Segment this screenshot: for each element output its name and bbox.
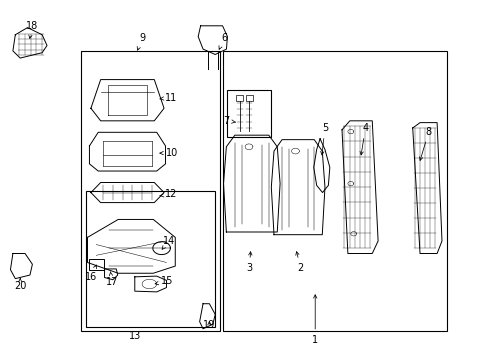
Text: 17: 17 (105, 272, 118, 287)
Bar (86, 191, 215, 327)
Text: 3: 3 (246, 252, 252, 273)
Text: 5: 5 (320, 123, 327, 155)
Text: 11: 11 (160, 93, 177, 103)
Bar (227, 90, 271, 137)
Text: 10: 10 (160, 148, 178, 158)
Text: 7: 7 (223, 116, 235, 126)
Text: 4: 4 (359, 123, 368, 155)
Bar (81, 51, 220, 330)
Text: 19: 19 (203, 320, 215, 330)
Text: 1: 1 (311, 295, 318, 345)
Bar (245, 95, 252, 101)
Text: 12: 12 (159, 189, 177, 199)
Bar (89, 259, 104, 270)
Text: 2: 2 (295, 252, 303, 273)
Text: 8: 8 (419, 127, 431, 161)
Text: 14: 14 (162, 236, 175, 249)
Bar (236, 95, 243, 101)
Text: 18: 18 (26, 21, 39, 39)
Bar (222, 51, 446, 330)
Text: 20: 20 (14, 281, 26, 291)
Text: 9: 9 (137, 33, 145, 50)
Text: 15: 15 (155, 276, 173, 286)
Text: 13: 13 (128, 331, 141, 341)
Text: 16: 16 (84, 265, 97, 282)
Text: 6: 6 (219, 33, 226, 49)
